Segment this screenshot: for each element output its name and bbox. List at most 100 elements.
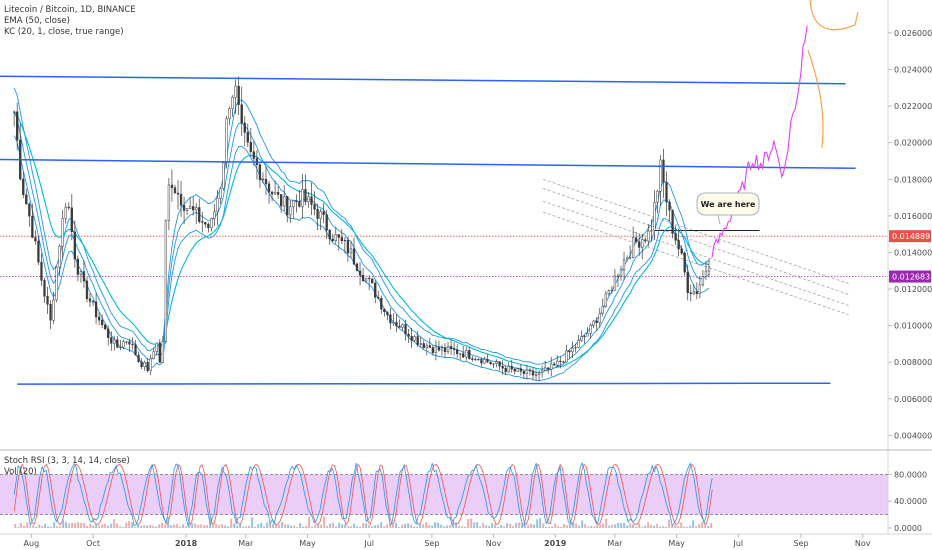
volume-bar <box>236 525 239 528</box>
volume-bar <box>554 523 557 528</box>
volume-bar <box>374 525 377 528</box>
volume-bar <box>578 525 581 528</box>
candle-body <box>686 271 689 293</box>
candle-body <box>547 367 550 370</box>
volume-bar <box>32 525 35 528</box>
volume-bar <box>326 526 329 528</box>
volume-bar <box>296 526 299 528</box>
candle-body <box>683 252 686 273</box>
trendline <box>17 382 831 385</box>
candle-body <box>674 233 677 241</box>
volume-bar <box>53 522 56 528</box>
candle-body <box>349 248 353 254</box>
candle-body <box>195 207 198 211</box>
candle-body <box>528 369 532 372</box>
candles-layer[interactable] <box>13 76 711 381</box>
volume-bar <box>83 523 86 528</box>
candle-body <box>553 363 556 366</box>
candle-body <box>94 301 98 318</box>
volume-bar <box>488 526 491 528</box>
candle-body <box>680 248 683 254</box>
volume-bar <box>536 519 539 528</box>
candle-body <box>413 336 416 341</box>
candle-body <box>283 196 286 207</box>
candle-body <box>371 278 374 284</box>
candle-body <box>49 304 52 321</box>
main-plot-area[interactable] <box>0 0 888 450</box>
volume-bar <box>656 523 659 528</box>
volume-bar <box>659 526 662 528</box>
volume-bar <box>587 526 590 528</box>
candle-body <box>301 189 304 207</box>
volume-bar <box>65 522 68 528</box>
candle-body <box>452 348 456 350</box>
y-tick-label: 0.026000 <box>894 29 932 38</box>
candle-body <box>580 336 583 341</box>
candle-body <box>410 335 413 341</box>
candle-body <box>188 206 192 209</box>
candle-body <box>449 346 453 349</box>
level-lines <box>0 235 888 277</box>
volume-bar <box>617 522 620 528</box>
volume-layer <box>14 516 713 528</box>
volume-bar <box>458 525 461 528</box>
candle-body <box>659 159 662 192</box>
bullish-projection-path <box>711 25 808 258</box>
candle-body <box>295 200 298 202</box>
volume-bar <box>269 523 272 528</box>
candle-body <box>692 291 695 294</box>
volume-bar <box>698 523 701 528</box>
price-y-axis[interactable]: 0.026000 0.024000 0.022000 0.020000 0.018000… <box>888 29 932 440</box>
candle-body <box>592 320 595 326</box>
candle-body <box>364 278 368 282</box>
candle-body <box>577 340 580 348</box>
volume-bar <box>506 523 509 528</box>
volume-bar <box>167 516 170 528</box>
volume-bar <box>683 526 686 528</box>
volume-bar <box>383 526 386 528</box>
candle-body <box>331 238 334 241</box>
volume-bar <box>194 523 197 528</box>
symbol-title[interactable]: Litecoin / Bitcoin, 1D, BINANCE <box>4 5 136 15</box>
candle-body <box>404 324 407 335</box>
kc-legend[interactable]: KC (20, 1, close, true range) <box>4 27 124 37</box>
time-x-axis[interactable]: Aug Oct 2018 Mar May Jul Sep Nov 2019 Mar May Jul Se… <box>24 534 871 548</box>
volume-bar <box>653 525 656 528</box>
volume-bar <box>566 525 569 528</box>
sub-legend: Stoch RSI (3, 3, 14, 14, close) Vol (20) <box>4 456 130 478</box>
projection-layer[interactable] <box>711 0 859 258</box>
price-badge <box>889 270 931 283</box>
candle-body <box>158 342 161 363</box>
volume-bar <box>581 520 584 528</box>
volume-bar <box>98 525 101 528</box>
ema-legend[interactable]: EMA (50, close) <box>4 16 70 26</box>
candle-body <box>37 240 40 263</box>
candle-body <box>73 231 76 260</box>
volume-bar <box>347 525 350 528</box>
volume-bar <box>614 524 617 528</box>
candle-body <box>622 259 626 271</box>
volume-bar <box>464 526 467 528</box>
candle-body <box>264 178 268 185</box>
stoch-rsi-legend[interactable]: Stoch RSI (3, 3, 14, 14, close) <box>4 456 130 466</box>
candle-body <box>219 188 222 199</box>
candle-body <box>43 280 46 297</box>
volume-bar <box>266 522 269 528</box>
volume-legend[interactable]: Vol (20) <box>4 467 37 477</box>
volume-bar <box>161 522 164 528</box>
candle-body <box>131 343 134 345</box>
candle-body <box>119 346 122 348</box>
candle-body <box>389 314 392 324</box>
volume-bar <box>707 526 710 528</box>
volume-bar <box>521 522 524 528</box>
volume-bar <box>182 524 185 528</box>
candle-body <box>298 201 301 207</box>
callout-layer[interactable]: We are here <box>696 192 760 225</box>
candle-body <box>225 118 228 164</box>
trendlines-layer[interactable] <box>0 75 856 385</box>
volume-bar <box>611 524 614 528</box>
candle-body <box>292 200 295 208</box>
candle-body <box>677 240 680 250</box>
volume-bar <box>299 523 302 528</box>
